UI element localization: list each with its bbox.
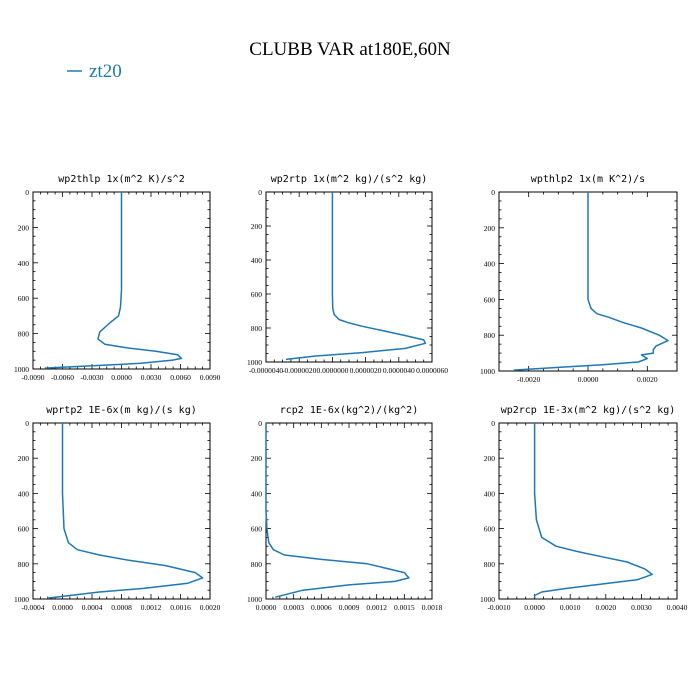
panel-title: wp2rcp 1E-3x(m^2 kg)/(s^2 kg) <box>501 405 676 416</box>
x-tick-label: 0.0015 <box>394 603 415 612</box>
y-tick-label: 600 <box>251 525 263 534</box>
x-tick-label: 0.0060 <box>170 373 191 382</box>
panel-2: wp2rtp 1x(m^2 kg)/(s^2 kg) 0 200 400 600 800 1… <box>247 174 448 375</box>
x-tick-label: -0.0060 <box>51 373 74 382</box>
y-tick-label: 400 <box>251 256 263 265</box>
x-tick-label: 0.0000000 <box>316 366 348 375</box>
y-tick-label: 400 <box>484 489 496 498</box>
y-tick-label: 0 <box>258 419 262 428</box>
y-tick-label: 600 <box>18 294 30 303</box>
x-tick-label: 0.0000 <box>52 603 73 612</box>
y-tick-label: 200 <box>251 222 263 231</box>
y-tick-label: 600 <box>484 525 496 534</box>
series-line-zt20 <box>533 423 653 599</box>
x-tick-label: 0.0016 <box>170 603 191 612</box>
y-tick-label: 400 <box>484 260 496 269</box>
x-tick-label: 0.0004 <box>82 603 103 612</box>
y-tick-label: 800 <box>18 330 30 339</box>
y-tick-label: 400 <box>18 489 30 498</box>
x-tick-label: 0.0020 <box>595 603 616 612</box>
x-tick-label: 0.0012 <box>366 603 387 612</box>
panel-title: wpthlp2 1x(m K^2)/s <box>531 174 645 185</box>
x-tick-label: 0.0018 <box>422 603 443 612</box>
y-tick-label: 400 <box>251 489 263 498</box>
legend-label-zt20: zt20 <box>89 61 122 82</box>
x-tick-label: -0.0000020 <box>282 366 317 375</box>
x-tick-label: 0.0000 <box>111 373 132 382</box>
y-tick-label: 200 <box>18 454 30 463</box>
chart-panels: wp2thlp 1x(m^2 K)/s^202004006008001000-0… <box>14 174 688 612</box>
x-tick-label: 0.0090 <box>200 373 221 382</box>
y-tick-label: 800 <box>484 331 496 340</box>
panel-1: wp2thlp 1x(m^2 K)/s^202004006008001000-0… <box>14 174 221 382</box>
x-tick-label: 0.0000 <box>578 375 599 384</box>
x-tick-label: -0.0090 <box>21 373 44 382</box>
x-tick-label: 0.0020 <box>637 375 658 384</box>
y-tick-label: 1000 <box>480 595 495 604</box>
panel-4: wprtp2 1E-6x(m kg)/(s kg) 0 200 400 600 800 10… <box>14 405 221 612</box>
series-line-zt20 <box>44 192 183 369</box>
panel-title: wp2thlp 1x(m^2 K)/s^2 <box>58 174 184 185</box>
x-tick-label: 0.0000020 <box>350 366 382 375</box>
x-tick-label: -0.0004 <box>21 603 44 612</box>
y-tick-label: 0 <box>491 419 495 428</box>
y-tick-label: 600 <box>251 290 263 299</box>
x-tick-label: -0.0030 <box>80 373 103 382</box>
y-tick-label: 0 <box>25 419 29 428</box>
panel-title: rcp2 1E-6x(kg^2)/(kg^2) <box>280 405 418 416</box>
x-tick-label: 0.0010 <box>560 603 581 612</box>
x-tick-label: -0.0000040 <box>249 366 284 375</box>
series-line-zt20 <box>513 192 669 371</box>
series-line-zt20 <box>47 423 204 599</box>
panel-6: wp2rcp 1E-3x(m^2 kg)/(s^2 kg) 0 200 400 600 8… <box>480 405 688 612</box>
y-tick-label: 400 <box>18 259 30 268</box>
x-tick-label: 0.0000 <box>524 603 545 612</box>
series-line-zt20 <box>285 192 427 361</box>
panel-title: wp2rtp 1x(m^2 kg)/(s^2 kg) <box>271 174 428 185</box>
x-tick-label: 0.0030 <box>631 603 652 612</box>
y-tick-label: 1000 <box>247 595 262 604</box>
legend: zt20 <box>67 61 122 82</box>
y-tick-label: 800 <box>251 560 263 569</box>
x-tick-label: 0.0008 <box>111 603 132 612</box>
y-tick-label: 800 <box>484 560 496 569</box>
series-line-zt20 <box>265 423 410 598</box>
y-tick-label: 1000 <box>247 358 262 367</box>
y-tick-label: 200 <box>251 454 263 463</box>
y-tick-label: 1000 <box>480 367 495 376</box>
y-tick-label: 600 <box>484 295 496 304</box>
x-tick-label: -0.0020 <box>517 375 540 384</box>
x-tick-label: 0.0003 <box>283 603 304 612</box>
y-tick-label: 200 <box>484 224 496 233</box>
y-tick-label: 200 <box>484 454 496 463</box>
panel-title: wprtp2 1E-6x(m kg)/(s kg) <box>46 405 197 416</box>
y-tick-label: 1000 <box>14 595 29 604</box>
x-tick-label: 0.0040 <box>667 603 688 612</box>
x-tick-label: 0.0006 <box>311 603 332 612</box>
x-tick-label: -0.0010 <box>487 603 510 612</box>
x-tick-label: 0.0020 <box>200 603 221 612</box>
y-tick-label: 200 <box>18 223 30 232</box>
x-tick-label: 0.0009 <box>339 603 360 612</box>
y-tick-label: 0 <box>258 188 262 197</box>
y-tick-label: 1000 <box>14 365 29 374</box>
x-tick-label: 0.0000060 <box>416 366 448 375</box>
y-tick-label: 0 <box>25 188 29 197</box>
panel-3: wpthlp2 1x(m K^2)/s 0 200 400 600 800 1000 -0.0… <box>480 174 678 384</box>
x-tick-label: 0.0000040 <box>383 366 415 375</box>
x-tick-label: 0.0012 <box>141 603 162 612</box>
y-tick-label: 0 <box>491 188 495 197</box>
x-tick-label: 0.0000 <box>256 603 277 612</box>
panel-5: rcp2 1E-6x(kg^2)/(kg^2) 0 200 400 600 800 1000… <box>247 405 443 612</box>
figure-title: CLUBB VAR at180E,60N <box>249 39 451 60</box>
y-tick-label: 600 <box>18 525 30 534</box>
y-tick-label: 800 <box>251 324 263 333</box>
x-tick-label: 0.0030 <box>141 373 162 382</box>
y-tick-label: 800 <box>18 560 30 569</box>
